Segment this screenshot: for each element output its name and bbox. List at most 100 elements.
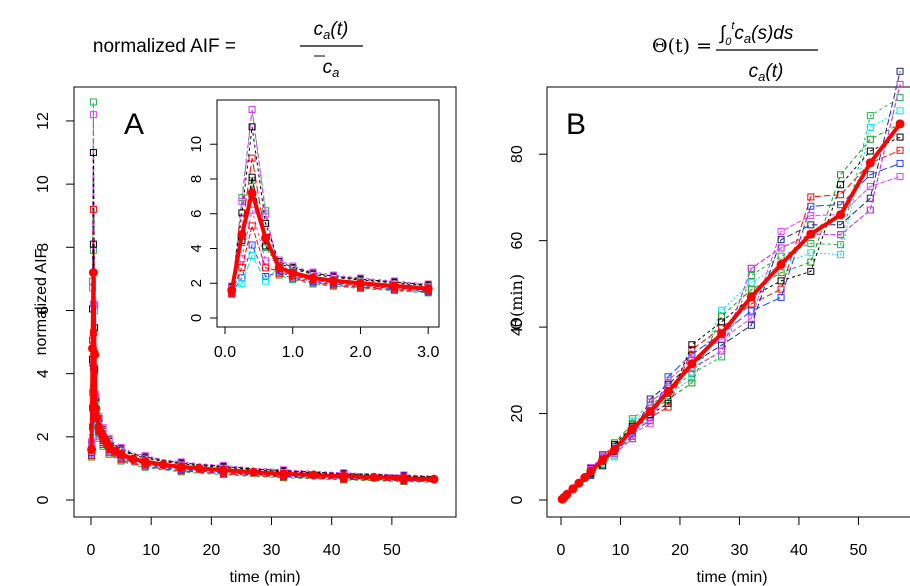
panel-a-y-axis: 0 2 4 6 8 10 12 — [35, 112, 75, 504]
mean-point — [248, 467, 258, 477]
mean-point — [91, 403, 101, 413]
inset-x-tick-label: 3.0 — [417, 344, 439, 361]
subject-point — [837, 241, 845, 249]
subject-curve — [561, 71, 901, 500]
subject-point — [807, 267, 815, 275]
subject-point — [807, 221, 815, 229]
mean-point — [746, 292, 756, 302]
subject-curve — [561, 97, 901, 500]
mean-point — [776, 259, 786, 269]
mean-point — [574, 478, 584, 488]
inset-subject-point — [238, 263, 246, 271]
subject-point — [837, 181, 845, 189]
subject-point — [777, 269, 785, 277]
y-tick-label: 12 — [35, 112, 52, 130]
inset-y-tick-label: 6 — [188, 210, 205, 218]
mean-point — [806, 229, 816, 239]
inset-subject-point — [248, 173, 256, 181]
inset-subject-point — [262, 257, 270, 265]
inset-subject-point — [262, 277, 270, 285]
mean-point — [87, 444, 97, 454]
subject-point — [837, 221, 845, 229]
title-a-text: normalized AIF = — [93, 36, 236, 57]
subject-point — [646, 420, 654, 428]
mean-point — [568, 484, 578, 494]
panel-b-frame — [546, 86, 910, 518]
panel-a-x-axis: 0 10 20 30 40 50 — [87, 516, 401, 559]
inset-x-tick-label: 0.0 — [214, 344, 236, 361]
subject-point — [866, 206, 874, 214]
mean-point — [88, 268, 98, 278]
subject-curve — [91, 304, 435, 477]
inset-subject-point — [248, 105, 256, 113]
inset-mean-point — [288, 268, 298, 278]
subject-point — [777, 252, 785, 260]
subject-point — [664, 403, 672, 411]
x-tick-label: 40 — [323, 542, 341, 559]
panel-a-label: A — [124, 108, 144, 141]
mean-point — [128, 454, 138, 464]
subject-point — [89, 240, 97, 248]
subject-curve — [561, 84, 901, 500]
y-tick-label: 60 — [509, 232, 526, 250]
inset-subject-point — [248, 154, 256, 162]
subject-point — [664, 380, 672, 388]
inset-mean-point — [355, 278, 365, 288]
inset-subject-point — [238, 209, 246, 217]
inset-y-axis: 0 2 4 6 8 10 — [188, 136, 218, 322]
mean-point — [309, 470, 319, 480]
inset-mean-point — [389, 281, 399, 291]
mean-point — [627, 424, 637, 434]
x-tick-label: 20 — [202, 542, 220, 559]
subject-point — [866, 135, 874, 143]
inset-series — [227, 105, 433, 298]
mean-point — [176, 462, 186, 472]
subject-curve — [91, 101, 435, 483]
subject-point — [866, 147, 874, 155]
inset-x-tick-label: 2.0 — [349, 344, 371, 361]
mean-point — [158, 460, 168, 470]
panel-b-x-axis: 0 10 20 30 40 50 — [557, 516, 867, 559]
title-b-text: Θ(t) = — [652, 35, 712, 57]
x-tick-label: 0 — [557, 542, 566, 559]
subject-point — [777, 293, 785, 301]
inset-subject-point — [248, 222, 256, 230]
subject-point — [866, 112, 874, 120]
subject-point — [896, 67, 904, 75]
subject-point — [664, 399, 672, 407]
subject-point — [837, 191, 845, 199]
y-tick-label: 2 — [35, 432, 52, 441]
subject-point — [837, 231, 845, 239]
subject-point — [837, 251, 845, 259]
mean-point — [580, 473, 590, 483]
subject-point — [777, 236, 785, 244]
panel-a-y-label: normalized AIF — [33, 248, 50, 355]
subject-point — [688, 341, 696, 349]
subject-point — [628, 435, 636, 443]
subject-point — [777, 277, 785, 285]
title-a: normalized AIF = ca(t) ca — [93, 19, 363, 80]
inset-mean-point — [261, 233, 271, 243]
inset-mean-point — [274, 263, 284, 273]
mean-point — [92, 413, 102, 423]
inset-subject-point — [262, 210, 270, 218]
subject-point — [807, 212, 815, 220]
subject-point — [777, 227, 785, 235]
inset-mean-point — [237, 230, 247, 240]
title-b-numerator: ∫0tca(s)ds — [719, 20, 794, 48]
inset-x-axis: 0.0 1.0 2.0 3.0 — [214, 326, 439, 361]
inset-mean-point — [227, 285, 237, 295]
mean-point — [194, 463, 204, 473]
subject-point — [89, 149, 97, 157]
inset-subject-point — [248, 241, 256, 249]
x-tick-label: 50 — [383, 542, 401, 559]
subject-point — [807, 193, 815, 201]
subject-point — [89, 205, 97, 213]
subject-curve — [561, 84, 901, 500]
subject-point — [896, 107, 904, 115]
panel-a-series — [87, 98, 439, 485]
mean-point — [279, 469, 289, 479]
inset-subject-curve — [231, 177, 429, 288]
mean-point — [895, 119, 905, 129]
x-tick-label: 40 — [790, 542, 808, 559]
